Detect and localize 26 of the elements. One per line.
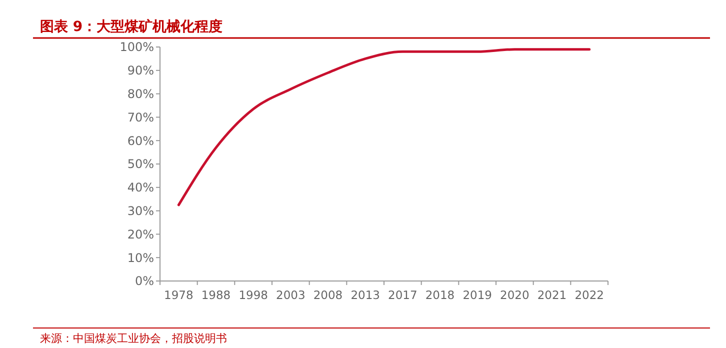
- y-tick-label: 90%: [127, 64, 154, 78]
- x-tick-label: 2003: [276, 288, 306, 302]
- y-tick-label: 20%: [127, 227, 154, 242]
- x-tick-label: 2017: [388, 288, 418, 302]
- x-tick-label: 1988: [201, 288, 231, 302]
- line-series: [177, 48, 591, 206]
- y-tick-label: 80%: [127, 87, 154, 101]
- y-tick-label: 50%: [127, 157, 154, 172]
- x-tick-label: 2018: [425, 288, 455, 302]
- source-note: 来源：中国煤炭工业协会，招股说明书: [40, 332, 227, 345]
- x-tick-label: 2013: [350, 288, 380, 302]
- x-tick-label: 2008: [313, 288, 343, 302]
- chart-title: 图表 9：大型煤矿机械化程度: [40, 18, 223, 35]
- y-tick-label: 60%: [127, 134, 154, 148]
- y-tick-label: 30%: [127, 204, 154, 218]
- x-tick-label: 1998: [238, 288, 268, 302]
- y-tick-label: 100%: [120, 40, 154, 54]
- x-tick-label: 2019: [462, 288, 492, 302]
- x-tick-label: 2021: [537, 288, 567, 302]
- x-tick-label: 2022: [574, 288, 604, 302]
- y-tick-label: 10%: [127, 250, 154, 265]
- y-tick-label: 40%: [127, 180, 154, 195]
- y-tick-label: 70%: [127, 110, 154, 124]
- x-tick-label: 2020: [500, 288, 530, 302]
- x-tick-label: 1978: [164, 288, 194, 302]
- y-tick-label: 0%: [134, 274, 154, 288]
